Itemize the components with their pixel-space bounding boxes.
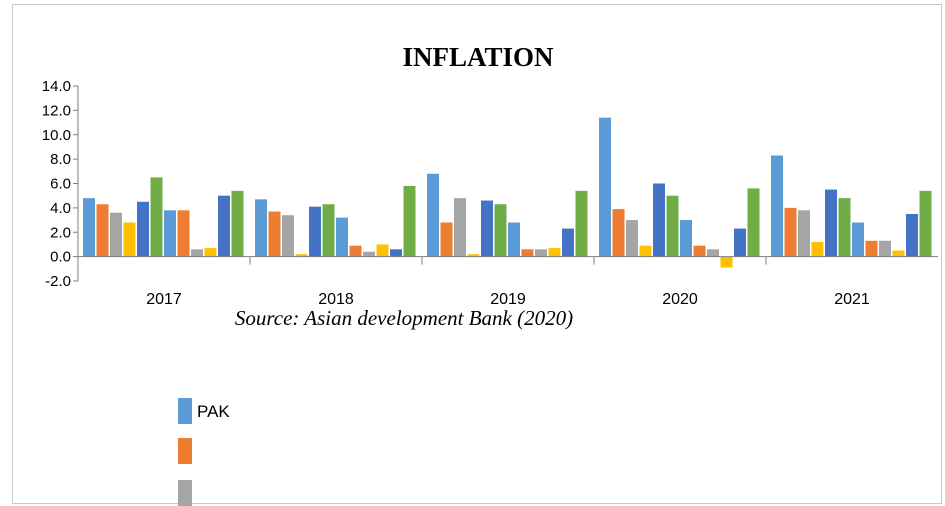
x-tick-label: 2020 bbox=[662, 291, 698, 308]
bar bbox=[403, 185, 416, 257]
bar bbox=[322, 204, 335, 257]
bar bbox=[707, 249, 719, 257]
bar bbox=[164, 210, 176, 257]
legend: PAK bbox=[178, 398, 230, 506]
bar bbox=[494, 204, 507, 257]
y-tick-label: 14.0 bbox=[42, 78, 71, 95]
bar bbox=[390, 249, 402, 257]
bar bbox=[282, 215, 294, 257]
legend-swatch bbox=[178, 480, 192, 506]
y-axis: 14.0 12.0 10.0 8.0 6.0 4.0 2.0 0.0 -2.0 bbox=[42, 78, 79, 290]
bar bbox=[521, 249, 534, 257]
bar bbox=[83, 198, 95, 257]
bar bbox=[481, 200, 493, 257]
bar bbox=[680, 220, 692, 257]
bar bbox=[123, 222, 136, 257]
bar bbox=[508, 222, 520, 257]
bar bbox=[825, 189, 837, 257]
bar bbox=[575, 190, 588, 257]
chart-title: INFLATION bbox=[402, 42, 554, 72]
legend-swatch bbox=[178, 398, 192, 424]
bar bbox=[892, 250, 905, 257]
bar bbox=[96, 204, 109, 257]
bar bbox=[771, 155, 783, 257]
bar bbox=[349, 245, 362, 257]
x-tick-label: 2017 bbox=[146, 291, 182, 308]
bar bbox=[295, 254, 308, 257]
bar bbox=[548, 248, 561, 257]
bar bbox=[191, 249, 203, 257]
y-tick-label: 8.0 bbox=[50, 151, 71, 168]
bar bbox=[427, 173, 439, 257]
bar bbox=[268, 211, 281, 257]
bar bbox=[110, 212, 122, 257]
bar bbox=[906, 213, 918, 257]
legend-swatch bbox=[178, 438, 192, 464]
bar bbox=[440, 222, 453, 257]
bar bbox=[336, 217, 348, 257]
bar bbox=[734, 228, 746, 257]
bar bbox=[798, 210, 810, 257]
bar bbox=[666, 195, 679, 257]
bars bbox=[83, 117, 932, 268]
bar bbox=[612, 209, 625, 257]
bar bbox=[535, 249, 547, 257]
bar bbox=[852, 222, 864, 257]
x-tick-label: 2021 bbox=[834, 291, 870, 308]
x-axis: 2017 2018 2019 2020 2021 bbox=[78, 256, 938, 308]
bar bbox=[838, 198, 851, 257]
y-tick-label: -2.0 bbox=[45, 273, 71, 290]
x-tick-label: 2018 bbox=[318, 291, 354, 308]
x-tick-label: 2019 bbox=[490, 291, 526, 308]
bar bbox=[363, 251, 375, 257]
y-tick-label: 2.0 bbox=[50, 224, 71, 241]
bar bbox=[784, 207, 797, 257]
bar bbox=[309, 206, 321, 257]
bar bbox=[467, 254, 480, 257]
bar bbox=[218, 195, 230, 257]
bar bbox=[879, 240, 891, 257]
bar bbox=[562, 228, 574, 257]
bar bbox=[720, 256, 733, 268]
bar bbox=[811, 242, 824, 257]
bar bbox=[137, 201, 149, 257]
bar bbox=[204, 248, 217, 257]
bar bbox=[454, 198, 466, 257]
y-tick-label: 0.0 bbox=[50, 249, 71, 266]
source-note: Source: Asian development Bank (2020) bbox=[235, 306, 573, 330]
bar bbox=[231, 190, 244, 257]
bar bbox=[255, 199, 267, 257]
bar bbox=[653, 183, 665, 257]
bar bbox=[599, 117, 611, 257]
bar bbox=[693, 245, 706, 257]
bar bbox=[150, 177, 163, 257]
bar bbox=[639, 245, 652, 257]
legend-label: PAK bbox=[197, 402, 230, 421]
y-tick-label: 4.0 bbox=[50, 200, 71, 217]
bar bbox=[747, 188, 760, 257]
bar bbox=[865, 240, 878, 257]
y-tick-label: 12.0 bbox=[42, 102, 71, 119]
bar bbox=[376, 244, 389, 257]
y-tick-label: 10.0 bbox=[42, 127, 71, 144]
y-tick-label: 6.0 bbox=[50, 176, 71, 193]
bar bbox=[626, 220, 638, 257]
bar bbox=[177, 210, 190, 257]
bar bbox=[919, 190, 932, 257]
